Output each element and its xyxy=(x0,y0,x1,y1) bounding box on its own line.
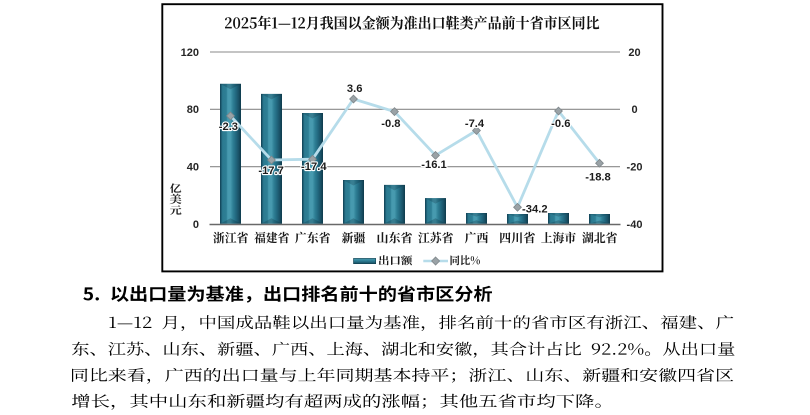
svg-text:40: 40 xyxy=(187,162,199,174)
svg-text:80: 80 xyxy=(187,104,199,116)
svg-text:-18.8: -18.8 xyxy=(585,171,611,183)
svg-text:3.6: 3.6 xyxy=(347,83,363,95)
svg-text:0: 0 xyxy=(193,219,199,231)
svg-text:-34.2: -34.2 xyxy=(522,204,548,216)
svg-text:-2.3: -2.3 xyxy=(219,121,238,133)
svg-text:-40: -40 xyxy=(627,219,643,231)
svg-text:0: 0 xyxy=(631,104,637,116)
svg-text:120: 120 xyxy=(181,47,199,59)
svg-text:-17.7: -17.7 xyxy=(258,165,284,177)
svg-text:20: 20 xyxy=(628,47,640,59)
svg-text:-0.6: -0.6 xyxy=(551,118,570,130)
svg-text:-7.4: -7.4 xyxy=(465,118,485,130)
svg-text:-20: -20 xyxy=(627,162,643,174)
svg-text:-16.1: -16.1 xyxy=(421,159,447,171)
svg-text:-0.8: -0.8 xyxy=(381,118,400,130)
svg-text:-17.4: -17.4 xyxy=(301,161,327,173)
